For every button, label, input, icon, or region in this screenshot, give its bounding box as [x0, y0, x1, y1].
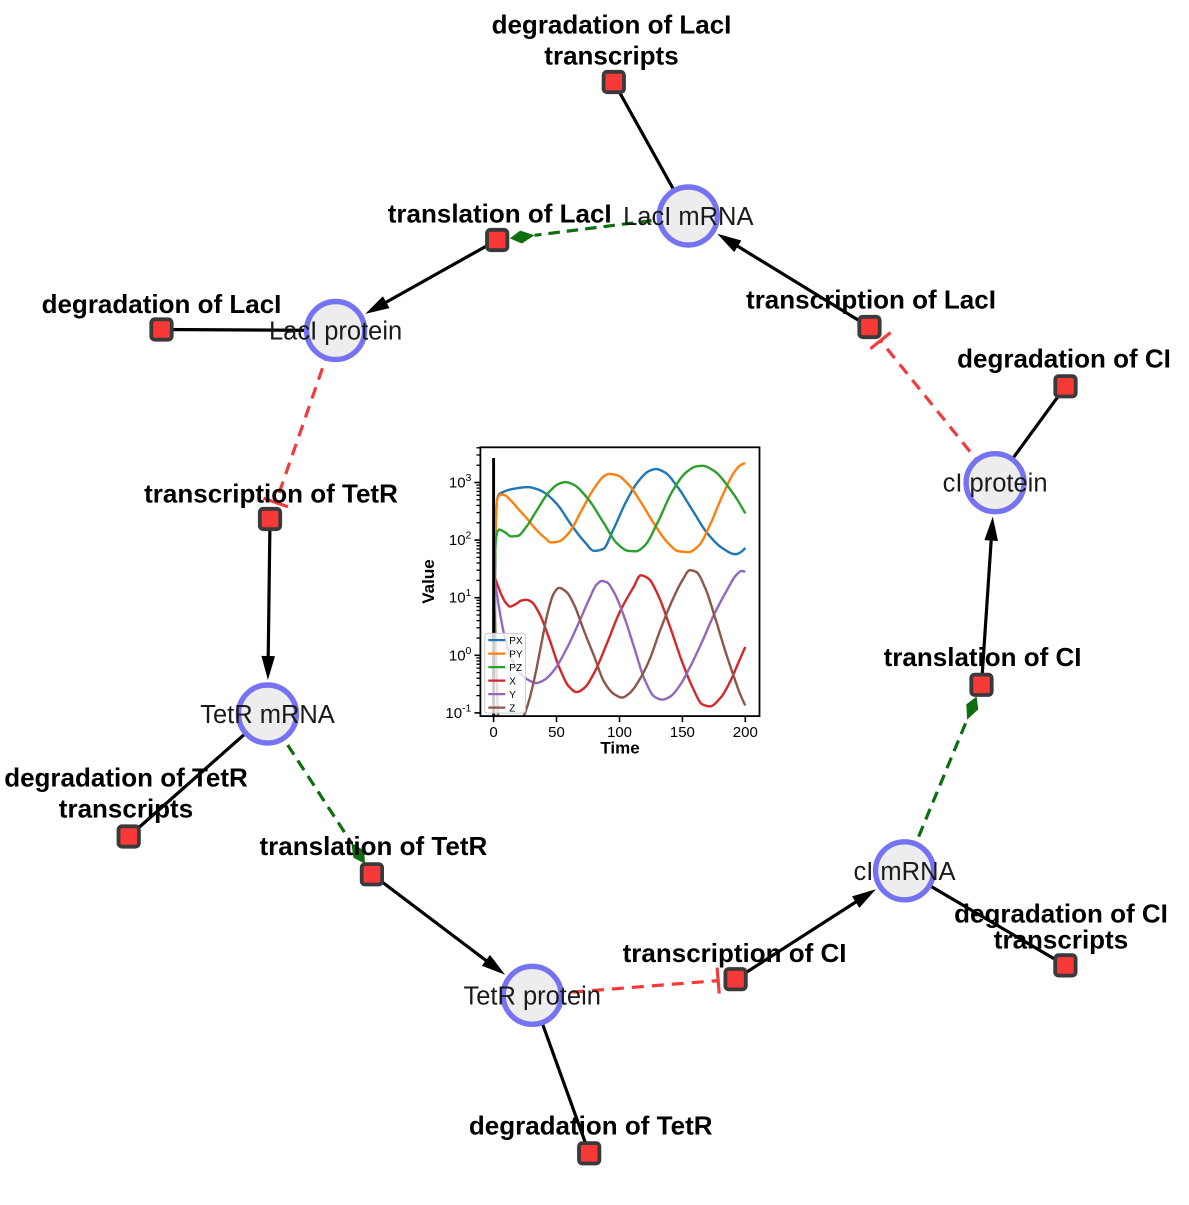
svg-text:transcripts: transcripts [59, 794, 193, 824]
svg-text:translation of TetR: translation of TetR [260, 831, 488, 861]
svg-text:degradation of LacI: degradation of LacI [42, 289, 282, 319]
svg-text:transcripts: transcripts [994, 924, 1128, 954]
svg-text:Y: Y [509, 690, 516, 701]
svg-text:degradation of CI: degradation of CI [957, 344, 1171, 374]
svg-text:Value: Value [419, 559, 438, 603]
svg-text:transcription of TetR: transcription of TetR [144, 478, 398, 508]
svg-text:degradation of LacI: degradation of LacI [492, 9, 732, 39]
svg-text:translation of CI: translation of CI [884, 642, 1082, 672]
svg-text:transcription of CI: transcription of CI [623, 938, 847, 968]
svg-text:degradation of TetR: degradation of TetR [4, 762, 248, 792]
svg-text:0: 0 [489, 724, 497, 741]
svg-text:150: 150 [670, 724, 695, 741]
svg-text:PZ: PZ [509, 663, 522, 674]
svg-text:transcripts: transcripts [544, 40, 678, 70]
svg-text:100: 100 [607, 724, 632, 741]
svg-text:degradation of CI: degradation of CI [954, 898, 1168, 928]
svg-text:200: 200 [733, 724, 758, 741]
svg-text:translation of LacI: translation of LacI [388, 199, 612, 229]
svg-text:Time: Time [600, 739, 639, 758]
svg-text:cI mRNA: cI mRNA [854, 858, 956, 886]
svg-text:LacI mRNA: LacI mRNA [623, 203, 753, 231]
svg-text:degradation of TetR: degradation of TetR [469, 1111, 713, 1141]
svg-text:LacI protein: LacI protein [269, 318, 402, 346]
svg-text:Z: Z [509, 703, 515, 714]
svg-text:TetR protein: TetR protein [463, 982, 601, 1010]
svg-text:50: 50 [548, 724, 565, 741]
svg-text:transcription of LacI: transcription of LacI [746, 285, 996, 315]
svg-text:TetR mRNA: TetR mRNA [200, 701, 335, 729]
svg-text:PY: PY [509, 649, 523, 660]
svg-text:cI protein: cI protein [943, 470, 1048, 498]
svg-text:X: X [509, 676, 516, 687]
svg-text:PX: PX [509, 636, 523, 647]
